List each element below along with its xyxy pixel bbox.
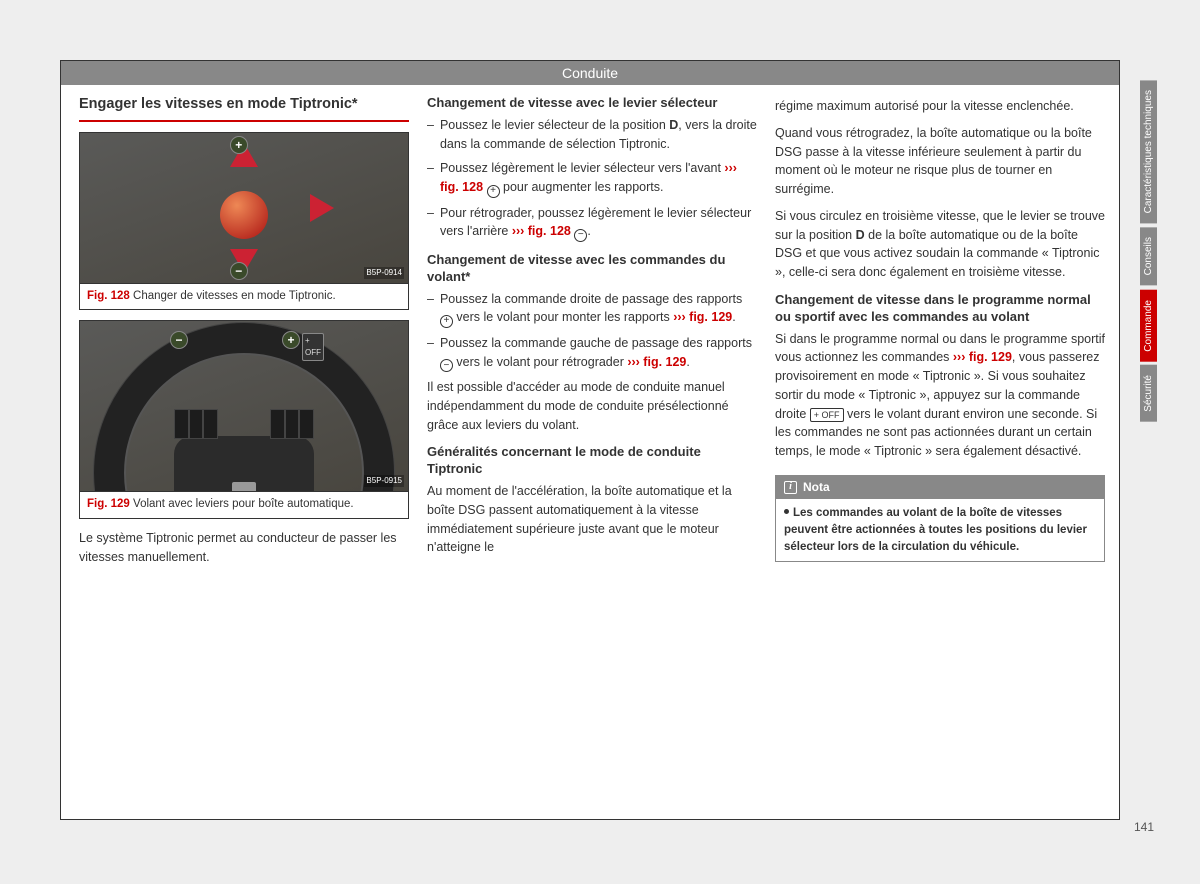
column-2: Changement de vitesse avec le levier sél… <box>427 95 757 574</box>
paragraph: Il est possible d'accéder au mode de con… <box>427 378 757 434</box>
list-item: – Poussez la commande gauche de passage … <box>427 334 757 372</box>
list-text: Poussez la commande droite de passage de… <box>440 290 757 328</box>
plus-off-symbol-icon: + OFF <box>810 408 844 422</box>
note-header: i Nota <box>776 476 1104 499</box>
content-columns: Engager les vitesses en mode Tiptronic* … <box>61 85 1119 584</box>
figure-caption-text: Changer de vitesses en mode Tiptronic. <box>133 290 336 302</box>
paragraph: Si vous circulez en troisième vitesse, q… <box>775 207 1105 282</box>
column-3: régime maximum autorisé pour la vitesse … <box>775 95 1105 574</box>
section-title: Engager les vitesses en mode Tiptronic* <box>79 95 409 114</box>
gear-knob-illustration: + − <box>114 133 374 283</box>
wheel-buttons-left-icon <box>174 409 218 439</box>
wheel-buttons-right-icon <box>270 409 314 439</box>
bullet-dot-icon <box>784 509 789 514</box>
figure-129: − + +OFF B5P-0915 Fig. 129 Volant avec l… <box>79 320 409 519</box>
brand-logo-icon <box>232 482 256 491</box>
subheading: Généralités concernant le mode de condui… <box>427 444 757 478</box>
minus-symbol-icon: − <box>440 359 453 372</box>
plus-symbol-icon: + <box>440 315 453 328</box>
list-text: Poussez la commande gauche de passage de… <box>440 334 757 372</box>
list-text: Poussez le levier sélecteur de la positi… <box>440 116 757 154</box>
title-underline <box>79 120 409 122</box>
bullet-dash: – <box>427 204 434 242</box>
tab-securite[interactable]: Sécurité <box>1140 365 1157 422</box>
list-item: – Pour rétrograder, poussez légèrement l… <box>427 204 757 242</box>
figure-128-image: + − B5P-0914 <box>80 133 408 283</box>
figure-label: Fig. 129 <box>87 498 130 510</box>
minus-symbol-icon: − <box>574 229 587 242</box>
paragraph: Quand vous rétrogradez, la boîte automat… <box>775 124 1105 199</box>
subheading: Changement de vitesse avec le levier sél… <box>427 95 757 112</box>
note-body: Les commandes au volant de la boîte de v… <box>776 499 1104 561</box>
tab-commande[interactable]: Commande <box>1140 290 1157 362</box>
plus-tag-icon: + <box>230 136 248 154</box>
bullet-dash: – <box>427 116 434 154</box>
plus-symbol-icon: + <box>487 185 500 198</box>
figure-code: B5P-0914 <box>364 267 404 279</box>
tab-characteristics[interactable]: Caractéristiques techniques <box>1140 80 1157 223</box>
subheading: Changement de vitesse avec les commandes… <box>427 252 757 286</box>
arrow-right-icon <box>310 194 334 222</box>
figure-caption-text: Volant avec leviers pour boîte automatiq… <box>133 498 354 510</box>
manual-page: Conduite Engager les vitesses en mode Ti… <box>60 60 1120 820</box>
side-tabs: Caractéristiques techniques Conseils Com… <box>1140 80 1162 426</box>
off-label-icon: +OFF <box>302 333 324 361</box>
figure-128-caption: Fig. 128 Changer de vitesses en mode Tip… <box>80 283 408 310</box>
note-box: i Nota Les commandes au volant de la boî… <box>775 475 1105 562</box>
info-icon: i <box>784 481 797 494</box>
figure-128: + − B5P-0914 Fig. 128 Changer de vitesse… <box>79 132 409 311</box>
note-title: Nota <box>803 479 830 496</box>
figure-129-image: − + +OFF B5P-0915 <box>80 321 408 491</box>
chapter-header: Conduite <box>61 61 1119 85</box>
figure-code: B5P-0915 <box>364 475 404 487</box>
list-item: – Poussez la commande droite de passage … <box>427 290 757 328</box>
bullet-dash: – <box>427 290 434 328</box>
subheading: Changement de vitesse dans le programme … <box>775 292 1105 326</box>
intro-paragraph: Le système Tiptronic permet au conducteu… <box>79 529 409 567</box>
list-text: Pour rétrograder, poussez légèrement le … <box>440 204 757 242</box>
page-number: 141 <box>1134 820 1154 834</box>
figure-label: Fig. 128 <box>87 290 130 302</box>
gear-knob-icon <box>220 191 268 239</box>
list-item: – Poussez le levier sélecteur de la posi… <box>427 116 757 154</box>
figure-129-caption: Fig. 129 Volant avec leviers pour boîte … <box>80 491 408 518</box>
bullet-dash: – <box>427 159 434 197</box>
list-text: Poussez légèrement le levier sélecteur v… <box>440 159 757 197</box>
wheel-hub-icon <box>174 436 314 491</box>
list-item: – Poussez légèrement le levier sélecteur… <box>427 159 757 197</box>
minus-tag-icon: − <box>230 262 248 280</box>
paragraph: Au moment de l'accélération, la boîte au… <box>427 482 757 557</box>
steering-wheel-illustration: − + +OFF <box>114 321 374 491</box>
bullet-dash: – <box>427 334 434 372</box>
tab-conseils[interactable]: Conseils <box>1140 227 1157 285</box>
paragraph: régime maximum autorisé pour la vitesse … <box>775 97 1105 116</box>
column-1: Engager les vitesses en mode Tiptronic* … <box>79 95 409 574</box>
paragraph: Si dans le programme normal ou dans le p… <box>775 330 1105 461</box>
